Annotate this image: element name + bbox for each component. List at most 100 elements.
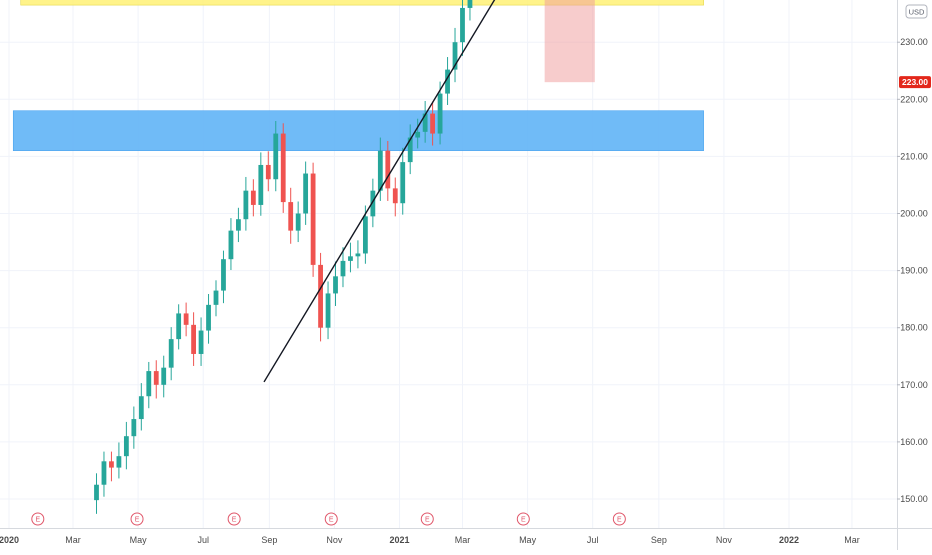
candle-body — [213, 290, 219, 305]
earnings-letter: E — [232, 517, 237, 524]
candle-body — [452, 42, 458, 70]
candle-body — [295, 213, 301, 231]
y-axis-labels: 150.00 160.00 170.00 180.00 190.00 200.00 210.… — [897, 37, 928, 504]
y-tick-label: 180.00 — [900, 323, 928, 333]
long-position-tool[interactable] — [544, 0, 595, 83]
candle-body — [392, 188, 398, 204]
y-tick-label: 150.00 — [900, 494, 928, 504]
y-tick-label: 200.00 — [900, 209, 928, 219]
candle-body — [355, 253, 361, 257]
earnings-icon — [612, 512, 626, 526]
candle-body — [109, 461, 114, 468]
candle-body — [250, 190, 256, 205]
candle-body — [385, 150, 391, 189]
earnings-marker[interactable]: E — [612, 512, 626, 526]
x-tick-label: 2021 — [390, 535, 410, 545]
candle-body — [415, 131, 421, 138]
candle-body — [303, 173, 309, 214]
candle-body — [460, 7, 465, 43]
candle-body — [288, 202, 294, 231]
currency-badge[interactable]: USD — [905, 4, 928, 19]
x-tick-label: Jul — [197, 535, 209, 545]
earnings-letter: E — [425, 517, 430, 524]
candle-body — [265, 164, 271, 180]
earnings-marker[interactable]: E — [31, 512, 45, 526]
earnings-letter: E — [135, 517, 140, 524]
candle-body — [176, 313, 182, 340]
y-tick-label: 220.00 — [900, 94, 928, 104]
y-tick-label: 190.00 — [900, 266, 928, 276]
candle-body — [340, 260, 346, 277]
candle-body — [138, 396, 144, 420]
y-tick-label: 160.00 — [900, 437, 928, 447]
earnings-letter: E — [617, 517, 622, 524]
candle-body — [146, 371, 152, 397]
earnings-marker[interactable]: E — [227, 512, 241, 526]
x-tick-label: May — [130, 535, 148, 545]
y-tick-label: 230.00 — [900, 37, 928, 47]
currency-label: USD — [909, 8, 925, 17]
price-tag: 223.00 — [899, 76, 931, 89]
candle-body — [407, 137, 413, 163]
trendline-segment[interactable] — [263, 0, 657, 383]
stop-loss-area[interactable] — [544, 0, 595, 83]
earnings-marker[interactable]: E — [324, 512, 338, 526]
earnings-marker[interactable]: E — [130, 512, 144, 526]
candle-body — [228, 230, 234, 260]
x-tick-label: Sep — [261, 535, 277, 545]
candle-body — [325, 293, 331, 328]
candle-body — [377, 150, 383, 191]
candle-body — [123, 436, 129, 457]
candle-body — [430, 113, 436, 134]
candle-body — [370, 190, 376, 217]
x-tick-label: Sep — [651, 535, 667, 545]
zones[interactable] — [12, 0, 709, 151]
y-tick-label: 210.00 — [900, 151, 928, 161]
x-tick-label: Nov — [716, 535, 733, 545]
candle-body — [467, 0, 473, 8]
earnings-marker[interactable]: E — [420, 512, 434, 526]
x-tick-label: May — [519, 535, 537, 545]
candle-body — [280, 133, 286, 203]
earnings-icon — [420, 512, 434, 526]
grid — [0, 0, 897, 528]
x-tick-label: 2020 — [0, 535, 19, 545]
earnings-icon — [31, 512, 45, 526]
candle-body — [221, 259, 226, 291]
price-tags: 298.64246.22244.37Pre223.00 — [899, 76, 931, 89]
candle-body — [153, 371, 159, 385]
price-tag-label: 223.00 — [902, 77, 928, 87]
y-tick-label: 170.00 — [900, 380, 928, 390]
candle-body — [116, 456, 122, 468]
candle-body — [258, 164, 264, 205]
candle-body — [362, 216, 368, 254]
earnings-icon — [324, 512, 338, 526]
trendline[interactable] — [263, 0, 657, 383]
earnings-letter: E — [329, 517, 334, 524]
support-zone[interactable] — [12, 110, 704, 151]
x-tick-label: Mar — [65, 535, 81, 545]
earnings-icon — [227, 512, 241, 526]
candlestick-series — [94, 0, 473, 514]
earnings-icon — [516, 512, 530, 526]
earnings-letter: E — [35, 517, 40, 524]
candle-body — [161, 367, 167, 385]
earnings-letter: E — [521, 517, 526, 524]
candle-body — [206, 304, 211, 331]
candle-body — [273, 133, 279, 180]
candle-body — [318, 264, 323, 328]
candle-body — [422, 113, 428, 132]
x-axis-labels: 2020 Mar May Jul Sep Nov 2021 Mar May Jul Sep Nov 20… — [0, 535, 860, 545]
demand-zone[interactable] — [20, 0, 704, 6]
candle-body — [191, 324, 196, 354]
x-tick-label: Nov — [326, 535, 343, 545]
earnings-marker[interactable]: E — [516, 512, 530, 526]
earnings-icon — [130, 512, 144, 526]
candle-body — [243, 190, 249, 220]
x-tick-label: Mar — [455, 535, 471, 545]
